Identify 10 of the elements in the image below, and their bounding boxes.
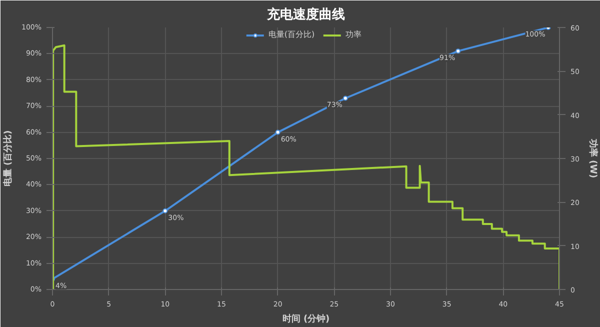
point <box>162 208 168 214</box>
y2-axis-title: 功率 (W) <box>587 138 598 178</box>
point <box>275 130 280 135</box>
chart-title: 充电速度曲线 <box>266 6 345 22</box>
point <box>342 96 348 101</box>
legend-label: 电量(百分比) <box>268 29 315 40</box>
legend-label: 功率 <box>346 29 363 40</box>
point <box>456 48 461 54</box>
y-axis-title: 电量 (百分比) <box>2 130 14 187</box>
x-axis-title: 时间 (分钟) <box>282 314 330 324</box>
